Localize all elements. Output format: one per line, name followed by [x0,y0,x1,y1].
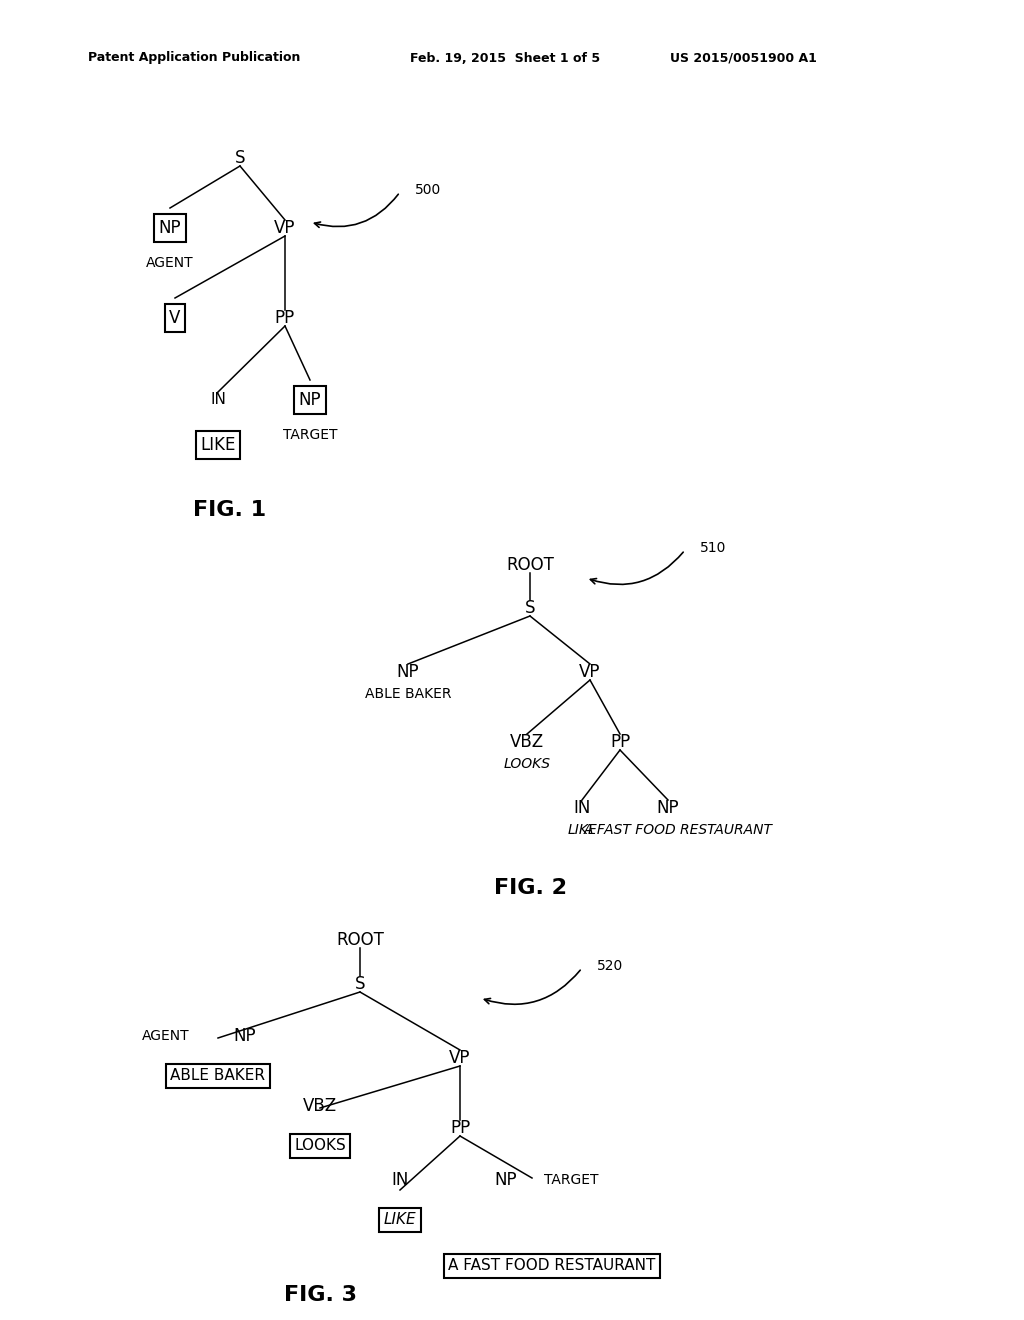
Text: S: S [234,149,246,168]
Text: ROOT: ROOT [336,931,384,949]
Text: PP: PP [610,733,630,751]
Text: FIG. 1: FIG. 1 [194,500,266,520]
Text: V: V [169,309,180,327]
Text: VP: VP [450,1049,471,1067]
Text: NP: NP [495,1171,517,1189]
Text: ROOT: ROOT [506,556,554,574]
Text: Feb. 19, 2015  Sheet 1 of 5: Feb. 19, 2015 Sheet 1 of 5 [410,51,600,65]
Text: AGENT: AGENT [146,256,194,271]
Text: NP: NP [299,391,322,409]
Text: LIKE: LIKE [567,822,597,837]
Text: LOOKS: LOOKS [504,756,551,771]
Text: A FAST FOOD RESTAURANT: A FAST FOOD RESTAURANT [449,1258,655,1274]
Text: AGENT: AGENT [142,1030,190,1043]
Text: NP: NP [396,663,419,681]
Text: NP: NP [656,799,679,817]
Text: Patent Application Publication: Patent Application Publication [88,51,300,65]
Text: A FAST FOOD RESTAURANT: A FAST FOOD RESTAURANT [584,822,772,837]
Text: VBZ: VBZ [303,1097,337,1115]
Text: VP: VP [274,219,296,238]
Text: TARGET: TARGET [283,428,337,442]
Text: NP: NP [233,1027,256,1045]
Text: PP: PP [274,309,295,327]
Text: US 2015/0051900 A1: US 2015/0051900 A1 [670,51,817,65]
Text: FIG. 2: FIG. 2 [494,878,566,898]
Text: TARGET: TARGET [544,1173,598,1187]
Text: PP: PP [450,1119,470,1137]
Text: IN: IN [573,799,591,817]
Text: LIKE: LIKE [384,1213,417,1228]
Text: LOOKS: LOOKS [294,1138,346,1154]
Text: VBZ: VBZ [510,733,544,751]
Text: 510: 510 [700,541,726,554]
Text: 520: 520 [597,960,624,973]
Text: LIKE: LIKE [201,436,236,454]
Text: IN: IN [391,1171,409,1189]
Text: S: S [354,975,366,993]
Text: ABLE BAKER: ABLE BAKER [171,1068,265,1084]
Text: ABLE BAKER: ABLE BAKER [365,686,452,701]
Text: 500: 500 [415,183,441,197]
Text: S: S [524,599,536,616]
Text: VP: VP [580,663,601,681]
Text: NP: NP [159,219,181,238]
Text: FIG. 3: FIG. 3 [284,1284,356,1305]
Text: IN: IN [210,392,226,408]
